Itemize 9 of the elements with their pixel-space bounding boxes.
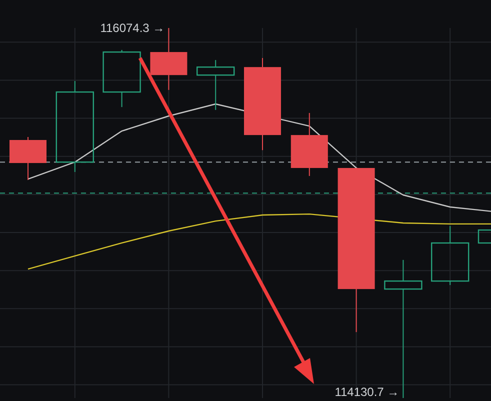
- candlestick: [150, 28, 188, 90]
- candlestick: [196, 60, 235, 110]
- candlestick: [10, 136, 46, 180]
- annotation: 114130.7 →: [334, 385, 400, 399]
- candlestick: [290, 112, 328, 176]
- candlestick: [244, 57, 281, 151]
- annotation: 116074.3 →: [100, 21, 165, 35]
- candlestick: [384, 259, 422, 398]
- candlestick: [56, 80, 94, 172]
